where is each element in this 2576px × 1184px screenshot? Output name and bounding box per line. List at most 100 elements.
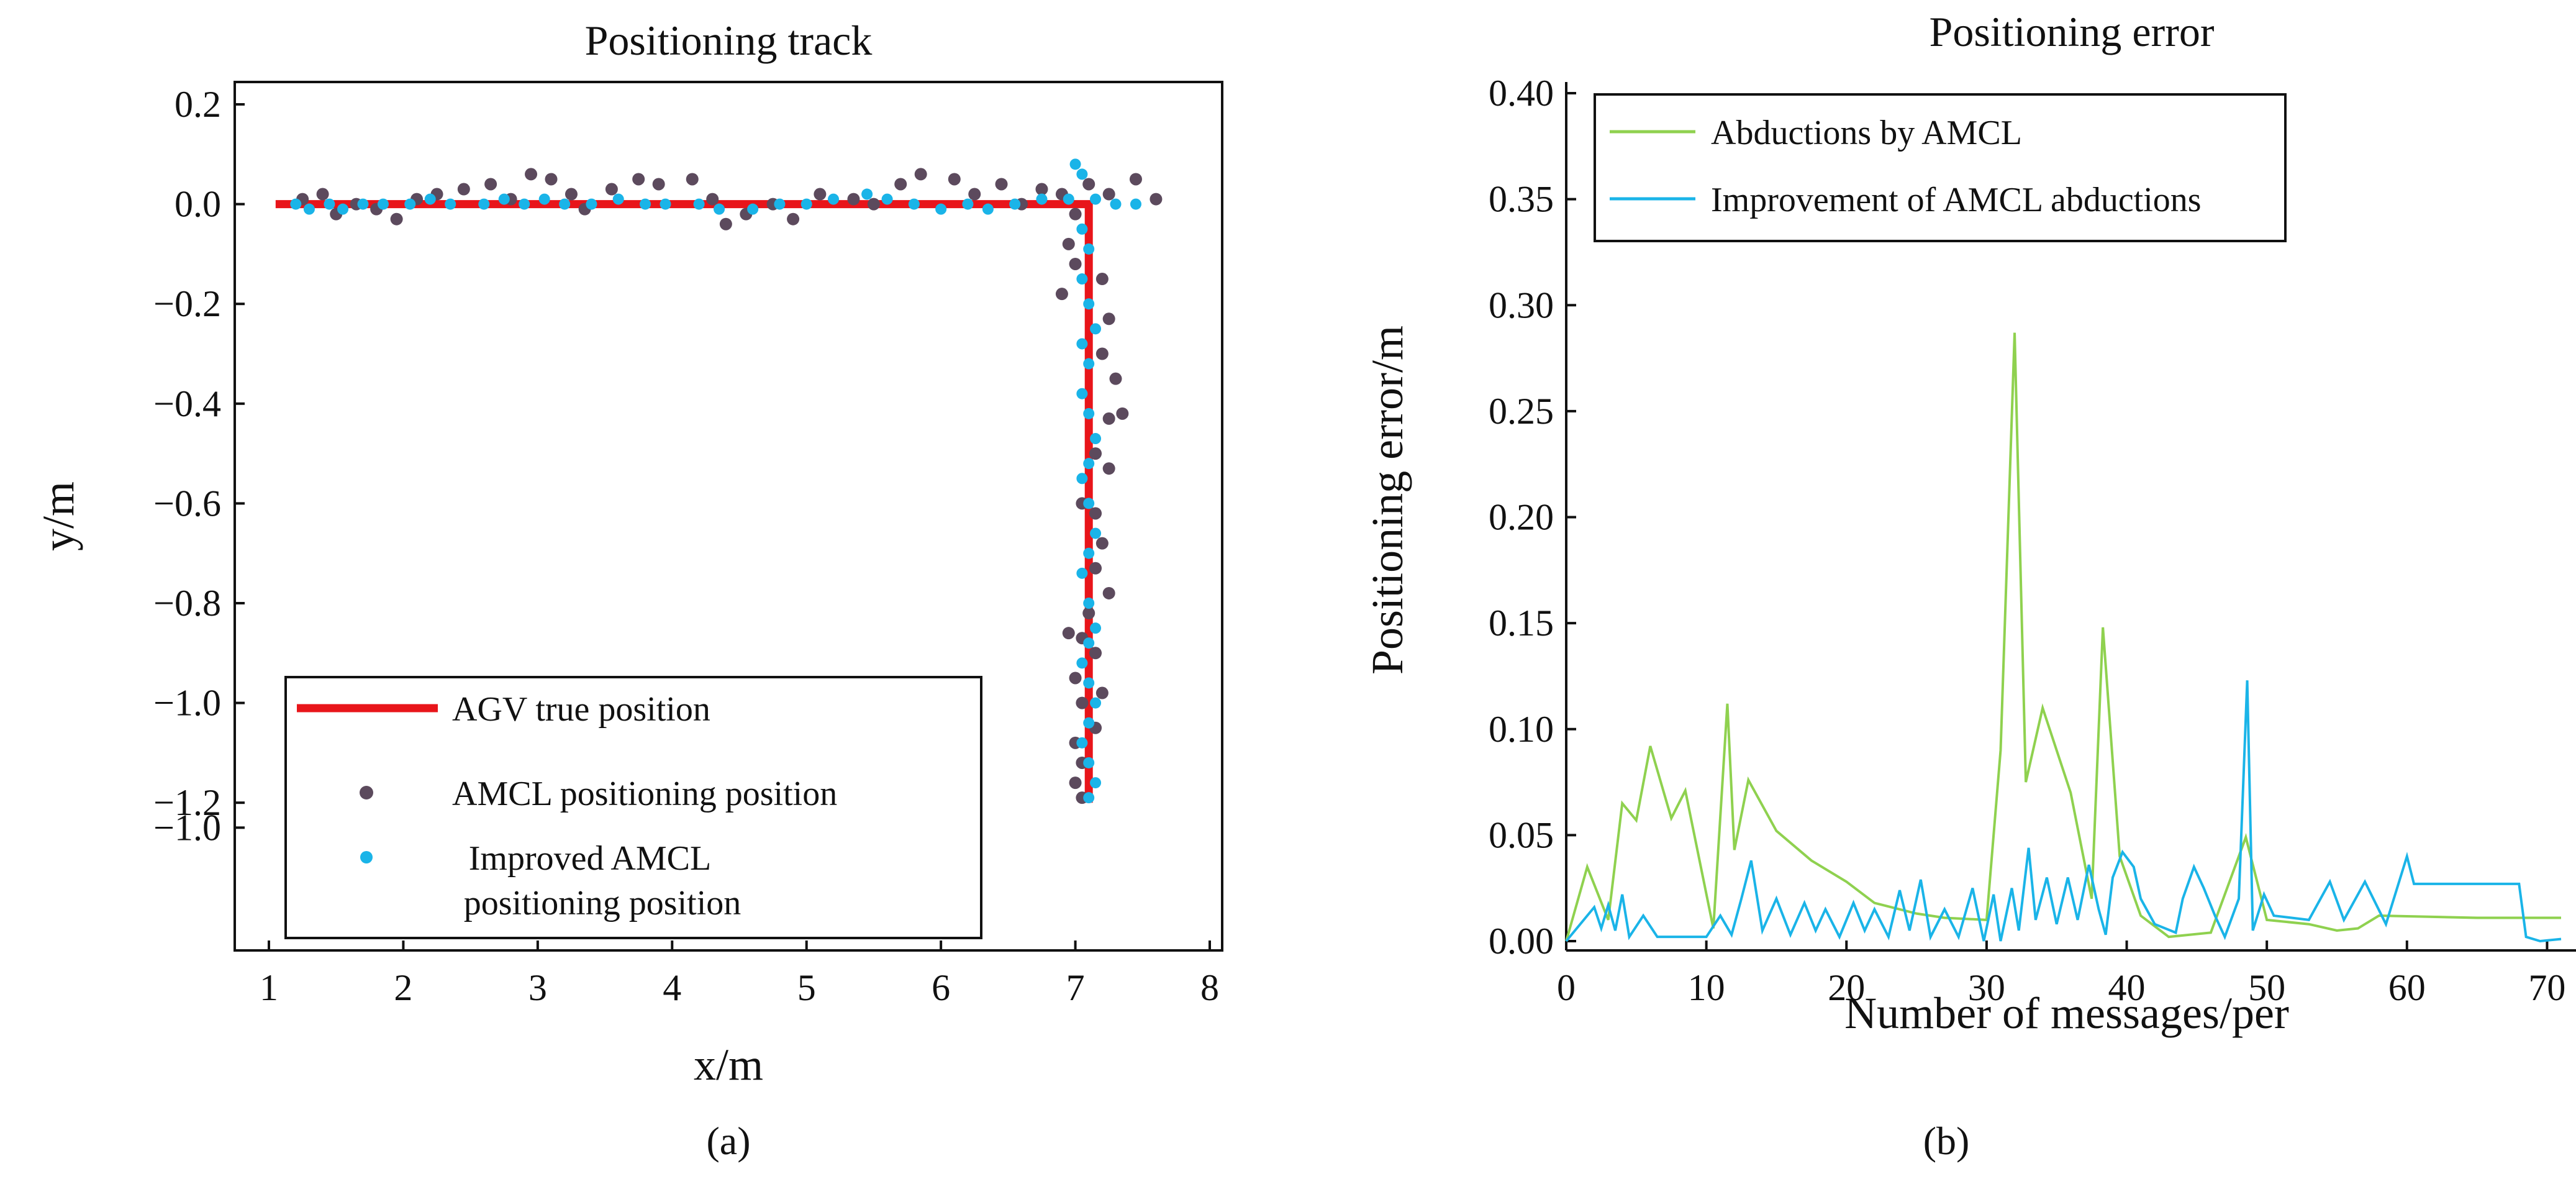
- improved-amcl-point: [498, 193, 510, 205]
- x-tick-label: 30: [1968, 967, 2005, 1008]
- amcl-point: [894, 178, 907, 191]
- amcl-point: [1102, 312, 1115, 326]
- amcl-point: [1102, 188, 1115, 201]
- y-tick-label: 0.35: [1489, 179, 1554, 220]
- improved-amcl-point: [337, 203, 349, 215]
- improved-amcl-point: [908, 198, 920, 210]
- y-tick-label: 0.25: [1489, 391, 1554, 432]
- legend-true-label: AGV true position: [452, 690, 710, 729]
- amcl-point: [605, 183, 618, 196]
- improved-amcl-point: [1083, 637, 1095, 649]
- y-tick-label: 0.15: [1489, 603, 1554, 644]
- improved-amcl-point: [559, 198, 571, 210]
- improved-amcl-point: [586, 198, 597, 210]
- y-tick-label: 0.30: [1489, 285, 1554, 326]
- amcl-point: [1035, 183, 1048, 196]
- x-tick-label: 40: [2108, 967, 2146, 1008]
- improved-amcl-point: [861, 188, 873, 200]
- amcl-point: [1055, 288, 1068, 301]
- amcl-point: [995, 178, 1008, 191]
- improved-amcl-point: [1076, 388, 1088, 399]
- amcl-point: [706, 193, 719, 206]
- improved-amcl-point: [1083, 598, 1095, 609]
- amcl-point: [1062, 627, 1075, 640]
- panel-a: Positioning track 1 2 3 4 5 6 7 8 0.2 0.0 −0.2 −0.4 −…: [34, 17, 1223, 1163]
- improved-amcl-point: [445, 198, 456, 210]
- amcl-point: [457, 183, 470, 196]
- improved-amcl-point: [800, 198, 812, 210]
- amcl-point: [390, 212, 403, 225]
- amcl-point: [1150, 193, 1163, 206]
- improved-amcl-point: [1069, 158, 1081, 170]
- legend-box: [1594, 93, 2287, 242]
- improved-amcl-point: [1083, 677, 1095, 689]
- improved-amcl-point: [1009, 198, 1021, 210]
- y-tick-label: −0.2: [153, 283, 221, 324]
- plot-frame: [234, 81, 1223, 952]
- y-tick-label: −0.6: [153, 483, 221, 524]
- amcl-point: [1102, 412, 1115, 425]
- x-tick-label: 50: [2248, 967, 2285, 1008]
- y-tick-label: 0.05: [1489, 814, 1554, 855]
- improved-amcl-point: [404, 198, 416, 210]
- x-axis-label: Number of messages/per: [1844, 988, 2289, 1038]
- improved-amcl-point: [357, 198, 369, 210]
- legend-a: AGV true position AMCL positioning positi…: [284, 676, 982, 939]
- improved-amcl-point: [1090, 777, 1102, 789]
- improved-amcl-point: [714, 203, 725, 215]
- x-tick-label: 10: [1688, 967, 1725, 1008]
- x-tick-label: 1: [260, 967, 278, 1008]
- amcl-point: [316, 188, 329, 201]
- improved-amcl-point: [1076, 657, 1088, 669]
- improved-amcl-point: [1083, 408, 1095, 419]
- legend-b: Abductions by AMCL Improvement of AMCL ab…: [1594, 93, 2287, 242]
- x-tick-label: 70: [2528, 967, 2565, 1008]
- y-axis-label: Positioning error/m: [1363, 326, 1412, 675]
- improved-amcl-point: [982, 203, 994, 215]
- amcl-point: [914, 168, 927, 181]
- amcl-point: [1102, 462, 1115, 475]
- y-tick-label: −0.4: [153, 383, 221, 424]
- improved-amcl-point: [747, 203, 759, 215]
- amcl-point: [1116, 407, 1129, 420]
- legend-improved-label: Improved AMCL positioning position: [464, 839, 742, 922]
- amcl-point: [632, 173, 645, 186]
- y-tick-label: 0.40: [1489, 73, 1554, 114]
- improved-amcl-point: [1076, 338, 1088, 350]
- improved-amcl-point: [1083, 358, 1095, 370]
- amcl-point: [968, 188, 981, 201]
- x-tick-label: 60: [2388, 967, 2426, 1008]
- improved-amcl-point: [1076, 273, 1088, 285]
- legend-amcl-swatch: [360, 786, 373, 799]
- amcl-point: [484, 178, 497, 191]
- improved-amcl-point: [828, 193, 839, 205]
- amcl-point: [787, 212, 800, 225]
- x-tick-label: 3: [528, 967, 547, 1008]
- improved-amcl-point: [1076, 223, 1088, 235]
- x-axis-label: x/m: [694, 1040, 763, 1090]
- improved-amcl-point: [478, 198, 490, 210]
- improved-amcl-point: [1076, 737, 1088, 749]
- amcl-point: [1069, 776, 1082, 790]
- amcl-point: [1109, 372, 1122, 385]
- amcl-point: [1102, 586, 1115, 599]
- legend-box: [284, 676, 982, 939]
- improved-amcl-point: [1130, 198, 1141, 210]
- improved-amcl-point: [1076, 567, 1088, 579]
- legend-improved-label: Improvement of AMCL abductions: [1711, 181, 2202, 219]
- panel-label-b: (b): [1923, 1119, 1970, 1163]
- improved-amcl-point: [1083, 547, 1095, 559]
- improved-amcl-point: [1083, 243, 1095, 255]
- improved-amcl-point: [640, 198, 651, 210]
- improved-amcl-point: [424, 193, 436, 205]
- improved-amcl-point: [1090, 433, 1102, 445]
- improved-amcl-point: [1083, 498, 1095, 509]
- improved-amcl-point: [519, 198, 530, 210]
- improved-amcl-point: [1083, 717, 1095, 729]
- improved-amcl-point: [1076, 473, 1088, 485]
- amcl-point: [1095, 537, 1109, 550]
- x-tick-label: 20: [1828, 967, 1865, 1008]
- amcl-point: [1095, 686, 1109, 699]
- amcl-point: [1062, 237, 1075, 250]
- amcl-point: [1089, 562, 1102, 575]
